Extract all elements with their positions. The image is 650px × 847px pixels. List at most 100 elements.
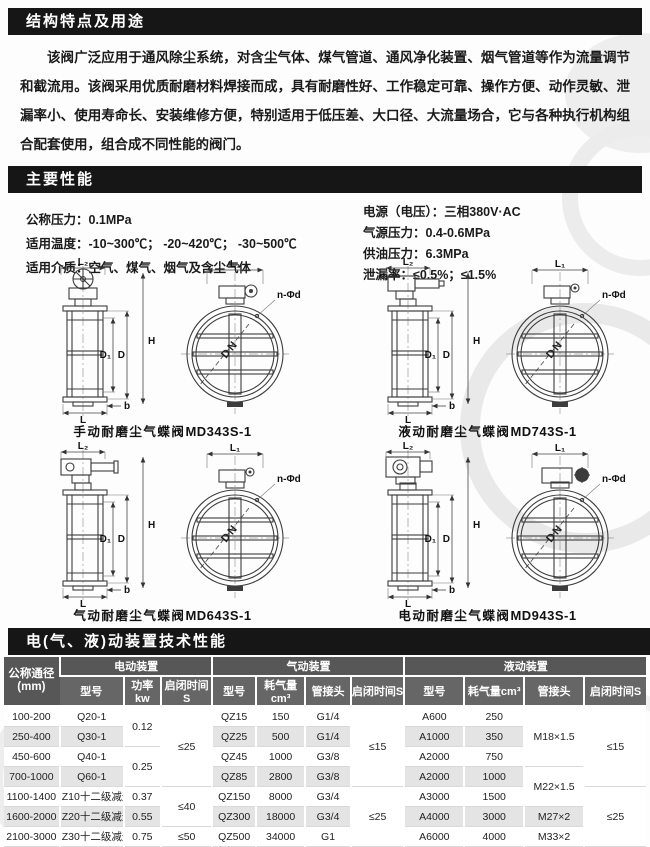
valve-caption-text: 气动耐磨尘气蝶阀 xyxy=(73,609,186,623)
dim-label-d: D xyxy=(442,350,449,361)
table-cell: G1/4 xyxy=(304,706,351,727)
table-row: 450-600 Q40-1 0.25 QZ45 1000 G3/8 A2000 750 xyxy=(4,746,646,787)
spec-power-supply: 电源（电压）：三相380V·AC xyxy=(363,205,521,219)
dim-label-l: L xyxy=(404,415,410,424)
table-cell: 0.37 xyxy=(122,786,161,807)
section-title-performance: 主要性能 xyxy=(8,166,642,193)
dim-label-l2: L₂ xyxy=(77,258,88,268)
table-cell: QZ15 xyxy=(211,706,256,727)
performance-table: 公称通径 (mm) 电动装置 气动装置 液动装置 型号 功率kw 启闭时间S 型… xyxy=(4,657,646,847)
spec-air-pressure: 气源压力：0.4-0.6MPa xyxy=(363,226,491,240)
table-cell: 1600-2000 xyxy=(4,806,60,827)
table-cell: M33×2 xyxy=(523,826,584,847)
valve-caption: 手动耐磨尘气蝶阀MD343S-1 xyxy=(0,424,325,440)
dim-label-l2: L₂ xyxy=(77,442,88,452)
section-title-features: 结构特点及用途 xyxy=(8,8,642,35)
table-cell: 1100-1400 xyxy=(4,786,60,807)
dim-label-b: b xyxy=(124,585,130,596)
table-cell: A3000 xyxy=(403,786,465,807)
table-cell: 8000 xyxy=(254,786,306,807)
table-cell: G3/4 xyxy=(304,786,351,807)
table-cell: 750 xyxy=(463,746,525,767)
dim-label-l: L xyxy=(79,415,85,424)
valve-model: MD343S-1 xyxy=(185,424,252,439)
table-cell: 34000 xyxy=(254,826,306,847)
table-cell: G1/4 xyxy=(304,726,351,747)
header-pipe-joint: 管接头 xyxy=(523,676,584,707)
table-row: 700-1000 Q60-1 QZ85 2800 G3/8 A2000 1000 M22×1.… xyxy=(4,766,646,807)
table-cell: A1000 xyxy=(403,726,465,747)
valve-model: MD743S-1 xyxy=(510,424,577,439)
header-model: 型号 xyxy=(211,676,256,707)
table-cell: Q60-1 xyxy=(58,766,124,787)
spec-temperature: 适用温度：-10~300℃； -20~420℃； -30~500℃ xyxy=(26,237,297,251)
table-header: 公称通径 (mm) 电动装置 气动装置 液动装置 型号 功率kw 启闭时间S 型… xyxy=(4,657,646,707)
table-cell: 700-1000 xyxy=(4,766,60,787)
table-cell: 250-400 xyxy=(4,726,60,747)
table-cell: 0.12 xyxy=(122,706,161,747)
table-cell: Z20十二级减速 xyxy=(58,806,124,827)
table-cell: A4000 xyxy=(403,806,465,827)
valve-caption-text: 电动耐磨尘气蝶阀 xyxy=(398,609,511,623)
table-cell: 500 xyxy=(254,726,306,747)
spec-oil-pressure: 供油压力：6.3MPa xyxy=(363,247,469,261)
table-cell: 1500 xyxy=(463,786,525,807)
dim-label-d1: D₁ xyxy=(99,350,110,361)
table-cell: Z10十二级减速 xyxy=(58,786,124,807)
table-cell: 450-600 xyxy=(4,746,60,767)
table-cell: ≤40 xyxy=(159,786,213,827)
valve-caption: 电动耐磨尘气蝶阀MD943S-1 xyxy=(325,608,650,624)
table-cell: 2100-3000 xyxy=(4,826,60,847)
dim-label-d1: D₁ xyxy=(424,350,435,361)
table-cell: QZ500 xyxy=(211,826,256,847)
table-cell: Q20-1 xyxy=(58,706,124,727)
spec-nominal-pressure: 公称压力：0.1MPa xyxy=(26,213,132,227)
section-title-table: 电(气、液)动装置技术性能 xyxy=(8,628,650,655)
table-cell: A6000 xyxy=(403,826,465,847)
table-cell: G3/8 xyxy=(304,746,351,767)
dim-label-l1: L₁ xyxy=(229,259,239,270)
dim-label-l2: L₂ xyxy=(402,258,413,268)
header-air-consumption: 耗气量cm³ xyxy=(254,676,306,707)
dim-label-b: b xyxy=(449,401,455,412)
table-cell: 4000 xyxy=(463,826,525,847)
table-cell: M18×1.5 xyxy=(523,706,584,767)
dim-label-l1: L₁ xyxy=(554,443,564,454)
header-model: 型号 xyxy=(59,676,124,707)
table-cell: QZ85 xyxy=(211,766,256,787)
table-cell: 150 xyxy=(254,706,306,727)
table-cell: 0.55 xyxy=(122,806,161,827)
valve-caption: 气动耐磨尘气蝶阀MD643S-1 xyxy=(0,608,325,624)
table-cell: M27×2 xyxy=(523,806,584,827)
dim-label-n-phi-d: n-Φd xyxy=(277,474,301,485)
dim-label-l2: L₂ xyxy=(402,442,413,452)
table-cell: 100-200 xyxy=(4,706,60,727)
table-cell: A600 xyxy=(403,706,465,727)
table-cell: QZ150 xyxy=(211,786,256,807)
header-open-close-time: 启闭时间S xyxy=(349,676,405,707)
specs-right-column: 电源（电压）：三相380V·AC 气源压力：0.4-0.6MPa 供油压力：6.… xyxy=(363,200,642,286)
table-cell: ≤25 xyxy=(159,706,213,787)
dim-label-b: b xyxy=(124,401,130,412)
features-paragraph: 该阀广泛应用于通风除尘系统，对含尘气体、煤气管道、通风净化装置、烟气管道等作为流… xyxy=(20,50,630,152)
performance-table-wrapper: 公称通径 (mm) 电动装置 气动装置 液动装置 型号 功率kw 启闭时间S 型… xyxy=(4,657,646,847)
header-nominal-diameter: 公称通径 (mm) xyxy=(4,657,60,707)
table-row: 250-400 Q30-1 QZ25 500 G1/4 A1000 350 xyxy=(4,726,646,747)
header-group-electric: 电动装置 xyxy=(58,657,213,677)
table-cell: ≤25 xyxy=(349,786,405,847)
dim-label-h: H xyxy=(473,520,480,531)
header-open-close-time: 启闭时间S xyxy=(159,676,213,707)
dim-label-n-phi-d: n-Φd xyxy=(602,474,626,485)
dim-label-h: H xyxy=(473,336,480,347)
table-cell: 1000 xyxy=(463,766,525,787)
header-air-consumption: 耗气量cm³ xyxy=(463,676,525,707)
header-open-close-time: 启闭时间S xyxy=(583,676,646,707)
dim-label-l: L xyxy=(404,599,410,608)
